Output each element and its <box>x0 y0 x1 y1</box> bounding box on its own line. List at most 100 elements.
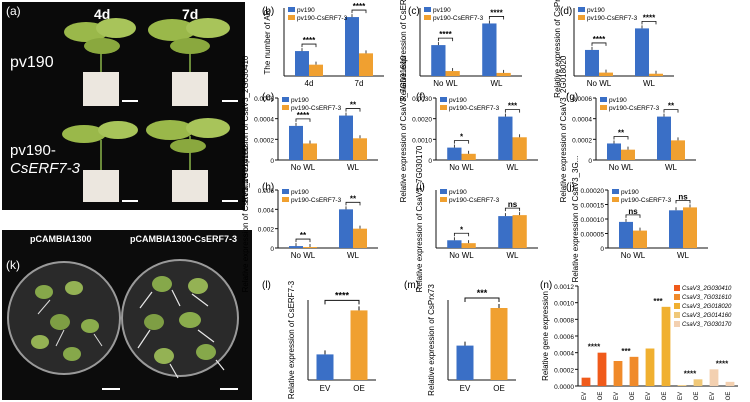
y-tick-label: 0.0004 <box>554 351 574 358</box>
bar <box>339 209 353 248</box>
x-tick-label: No WL <box>621 251 646 260</box>
legend-label: pv190 <box>291 189 309 196</box>
bar <box>677 385 687 386</box>
plant-pv190-4d <box>64 18 136 106</box>
legend-label: pv190-CsERF7-3 <box>621 197 672 204</box>
significance-label: **** <box>439 30 452 39</box>
y-tick-label: 0 <box>600 246 604 253</box>
bar <box>353 138 367 160</box>
legend-label: pv190-CsERF7-3 <box>449 105 500 112</box>
legend-label: pv190 <box>449 189 467 196</box>
x-tick-label: No WL <box>433 79 458 88</box>
significance-bracket <box>345 201 361 206</box>
x-tick-label: OE <box>353 384 365 393</box>
significance-label: **** <box>593 35 606 44</box>
petri-dish-control <box>7 261 121 375</box>
legend-label: pv190 <box>609 97 627 104</box>
panel-label: (e) <box>262 92 274 103</box>
y-tick-label: 0.0010 <box>412 137 432 144</box>
legend-label: pv190-CsERF7-3 <box>449 197 500 204</box>
bar <box>512 137 527 160</box>
y-tick-label: 0.0002 <box>554 367 574 374</box>
significance-label: **** <box>297 111 310 120</box>
legend-label: pv190-CsERF7-3 <box>291 197 342 204</box>
y-axis-label: Relative expression of CsaV3_3G... <box>571 156 580 283</box>
significance-label: *** <box>508 102 518 111</box>
petri-dish-photo-panel-k: (k) pCAMBIA1300 pCAMBIA1300-CsERF7-3 <box>2 230 252 400</box>
plant-oe-7d <box>146 118 230 202</box>
row-label-pv190-oe-2: CsERF7-3 <box>10 160 81 177</box>
significance-label: ns <box>508 200 518 209</box>
bar <box>445 71 460 76</box>
x-tick-label: WL <box>665 163 678 172</box>
dish-label-control: pCAMBIA1300 <box>30 234 92 244</box>
panel-label: (g) <box>566 92 578 103</box>
y-tick-label: 0.004 <box>258 207 275 214</box>
legend-label: pv190 <box>433 7 451 14</box>
legend-label: pv190 <box>621 189 639 196</box>
legend-swatch <box>440 97 447 102</box>
significance-bracket <box>488 16 505 20</box>
panel-label: (d) <box>560 6 572 17</box>
significance-bracket <box>301 43 317 48</box>
x-tick-label: WL <box>347 163 360 172</box>
legend-swatch <box>674 294 680 300</box>
legend-label: CsaV3_2G018020 <box>682 304 732 310</box>
significance-label: ns <box>678 192 688 201</box>
day-label-7d: 7d <box>182 6 199 22</box>
y-tick-label: 0.006 <box>258 188 275 195</box>
x-tick-label: EV <box>320 384 331 393</box>
significance-bracket <box>437 37 454 42</box>
y-tick-label: 0.0004 <box>254 117 274 124</box>
legend-swatch <box>674 312 680 318</box>
legend-label: pv190-CsERF7-3 <box>291 105 342 112</box>
x-tick-label: No WL <box>449 163 474 172</box>
bar <box>661 306 671 386</box>
x-tick-label: EV <box>582 392 588 400</box>
bar <box>669 210 683 248</box>
significance-bracket <box>613 136 629 140</box>
y-tick-label: 0.00015 <box>581 203 605 210</box>
y-axis-label: Relative expression of CsPrx73 <box>553 0 562 98</box>
scale-bar <box>122 100 138 102</box>
x-tick-label: EV <box>710 392 716 400</box>
y-tick-label: 0 <box>270 158 274 165</box>
bar <box>303 143 317 160</box>
scale-bar <box>222 100 238 102</box>
y-axis-label: Relative gene expression <box>541 291 550 381</box>
legend-swatch <box>440 105 447 110</box>
x-tick-label: EV <box>678 392 684 400</box>
legend-swatch <box>288 7 295 12</box>
legend-swatch <box>282 197 289 202</box>
legend-swatch <box>424 7 431 12</box>
bar <box>490 308 508 380</box>
day-label-4d: 4d <box>94 6 111 22</box>
significance-label: **** <box>684 369 697 378</box>
significance-bracket <box>295 118 311 122</box>
panel-label: (h) <box>262 182 274 193</box>
legend-swatch <box>674 285 680 291</box>
bar <box>461 153 476 160</box>
bar <box>597 352 607 386</box>
bar <box>512 215 527 248</box>
legend-swatch <box>282 97 289 102</box>
significance-label: ** <box>300 231 307 240</box>
x-tick-label: 4d <box>305 79 314 88</box>
legend-label: CsaV3_7G031610 <box>682 295 732 301</box>
legend-label: CsaV3_2G014160 <box>682 313 732 319</box>
bar <box>498 216 513 248</box>
legend-swatch <box>674 321 680 327</box>
scale-bar <box>220 388 238 390</box>
bar <box>585 49 599 76</box>
significance-bracket <box>641 21 657 25</box>
bar <box>461 243 476 248</box>
y-tick-label: 0.0030 <box>412 96 432 103</box>
significance-label: ** <box>350 101 357 110</box>
x-tick-label: No WL <box>587 79 612 88</box>
x-tick-label: No WL <box>291 163 316 172</box>
x-tick-label: No WL <box>291 251 316 260</box>
bar <box>350 310 368 380</box>
x-tick-label: OE <box>694 392 700 401</box>
x-tick-label: OE <box>598 392 604 401</box>
significance-bracket <box>464 297 500 302</box>
